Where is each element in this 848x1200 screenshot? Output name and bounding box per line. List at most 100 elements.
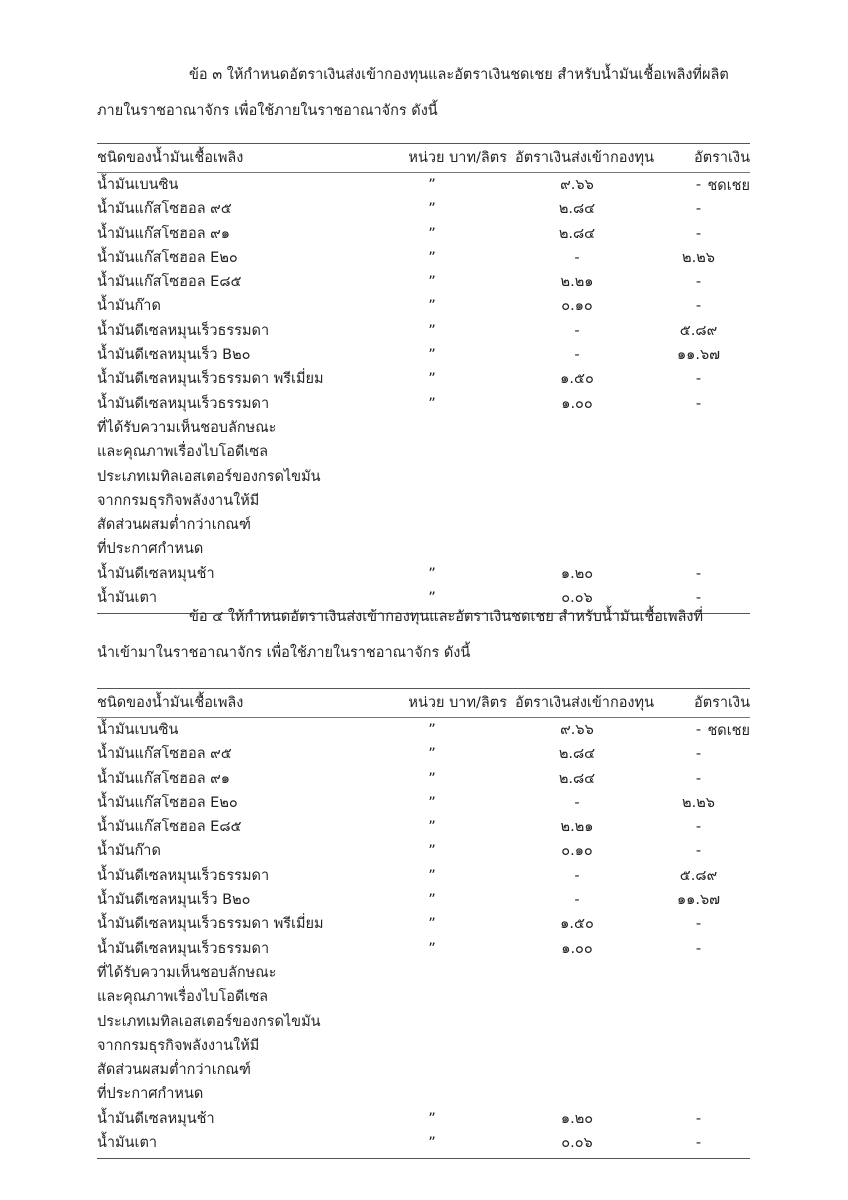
fuel-name: น้ำมันดีเซลหมุนเร็วธรรมดา พรีเมี่ยม [97,371,324,388]
compensation-rate: - [695,722,702,738]
unit-ditto: ” [428,177,436,193]
compensation-rate: - [695,590,702,607]
unit-ditto: ” [428,916,436,933]
fuel-name: น้ำมันดีเซลหมุนช้า [97,1110,215,1127]
compensation-rate: - [695,298,702,315]
fund-rate: ๙.๖๖ [560,722,594,738]
fuel-rate-table-imported: ชนิดของน้ำมันเชื้อเพลิง หน่วย บาท/ลิตร อัต… [97,688,750,1160]
fuel-name: น้ำมันก๊าด [97,298,161,315]
unit-ditto: ” [428,940,436,957]
unit-ditto: ” [428,1110,436,1127]
table-row: น้ำมันดีเซลหมุนเร็วธรรมดา ” ๑.๐๐ - [97,392,750,416]
fuel-name: น้ำมันเตา [97,590,158,607]
fuel-name: น้ำมันแก๊สโซฮอล E๒๐ [97,249,238,266]
header-compensation-rate: อัตราเงินชดเชย [693,150,750,194]
compensation-rate: - [695,371,702,388]
fuel-name: น้ำมันแก๊สโซฮอล ๙๕ [97,201,232,218]
compensation-rate: - [695,843,702,860]
table-row: น้ำมันเตา ” ๐.๐๖ - [97,586,750,610]
table-row-continuation: ที่ประกาศกำหนด [97,537,750,561]
unit-ditto: ” [428,298,436,315]
compensation-rate: - [695,225,702,242]
fuel-name: น้ำมันเบนซิน [97,722,179,738]
compensation-rate: - [695,1110,702,1127]
header-unit: หน่วย บาท/ลิตร [408,695,507,711]
fund-rate: ๒.๒๑ [560,819,594,836]
fund-rate: - [574,347,580,364]
unit-ditto: ” [428,249,436,266]
unit-ditto: ” [428,722,436,738]
unit-ditto: ” [428,746,436,763]
compensation-rate: ๕.๘๙ [679,322,718,339]
fuel-name: น้ำมันแก๊สโซฮอล ๙๑ [97,225,231,242]
table-row-continuation: จากกรมธุรกิจพลังงานให้มี [97,1034,750,1058]
fuel-name-continuation: ที่ได้รับความเห็นชอบลักษณะ [97,419,277,436]
table-header: ชนิดของน้ำมันเชื้อเพลิง หน่วย บาท/ลิตร อัต… [97,689,750,739]
fund-rate: ๑.๕๐ [560,371,594,388]
fund-rate: ๐.๑๐ [561,843,593,860]
unit-ditto: ” [428,590,436,607]
compensation-rate: - [695,177,702,193]
fund-rate: ๒.๘๔ [558,201,596,218]
fund-rate: - [574,892,580,909]
fuel-name-continuation: สัดส่วนผสมต่ำกว่าเกณฑ์ [97,517,251,534]
fuel-name: น้ำมันเบนซิน [97,177,179,193]
unit-ditto: ” [428,843,436,860]
table-row: น้ำมันแก๊สโซฮอล ๙๑ ” ๒.๘๔ - [97,767,750,791]
compensation-rate: - [695,746,702,763]
table-row: น้ำมันแก๊สโซฮอล ๙๕ ” ๒.๘๔ - [97,742,750,766]
fuel-name: น้ำมันดีเซลหมุนช้า [97,565,215,582]
header-fund-rate: อัตราเงินส่งเข้ากองทุน [515,695,654,711]
fuel-name-continuation: สัดส่วนผสมต่ำกว่าเกณฑ์ [97,1062,251,1079]
clause-4-line1: ข้อ ๔ ให้กำหนดอัตราเงินส่งเข้ากองทุนและอ… [189,609,704,625]
fuel-name-continuation: ที่ได้รับความเห็นชอบลักษณะ [97,964,277,981]
unit-ditto: ” [428,770,436,787]
compensation-rate: ๑๑.๖๗ [676,892,721,909]
unit-ditto: ” [428,225,436,242]
table-row: น้ำมันดีเซลหมุนช้า ” ๑.๒๐ - [97,1107,750,1131]
header-unit: หน่วย บาท/ลิตร [408,150,507,166]
fuel-name: น้ำมันก๊าด [97,843,161,860]
unit-ditto: ” [428,201,436,218]
table-row-continuation: จากกรมธุรกิจพลังงานให้มี [97,489,750,513]
fuel-name: น้ำมันแก๊สโซฮอล E๘๕ [97,274,242,291]
table-row-continuation: ที่ประกาศกำหนด [97,1082,750,1106]
unit-ditto: ” [428,274,436,291]
fund-rate: ๑.๐๐ [561,940,593,957]
fuel-name-continuation: จากกรมธุรกิจพลังงานให้มี [97,492,260,509]
fuel-name: น้ำมันแก๊สโซฮอล E๘๕ [97,819,242,836]
table-top-rule [97,688,750,689]
fund-rate: ๙.๖๖ [560,177,594,193]
table-row: น้ำมันแก๊สโซฮอล ๙๑ ” ๒.๘๔ - [97,222,750,246]
table-row: น้ำมันเบนซิน ” ๙.๖๖ - [97,173,750,197]
fuel-name: น้ำมันเตา [97,1135,158,1152]
table-row-continuation: ที่ได้รับความเห็นชอบลักษณะ [97,416,750,440]
table-row: น้ำมันดีเซลหมุนเร็วธรรมดา ” ๑.๐๐ - [97,937,750,961]
fuel-name-continuation: และคุณภาพเรื่องไบโอดีเซล [97,444,269,461]
fuel-name-continuation: ที่ประกาศกำหนด [97,541,204,558]
fuel-name: น้ำมันดีเซลหมุนเร็วธรรมดา พรีเมี่ยม [97,916,324,933]
unit-ditto: ” [428,322,436,339]
fuel-name: น้ำมันแก๊สโซฮอล E๒๐ [97,794,238,811]
fuel-name: น้ำมันดีเซลหมุนเร็วธรรมดา [97,395,270,412]
table-row-continuation: สัดส่วนผสมต่ำกว่าเกณฑ์ [97,1058,750,1082]
table-row: น้ำมันดีเซลหมุนเร็ว B๒๐ ” - ๑๑.๖๗ [97,888,750,912]
fund-rate: - [574,322,580,339]
fund-rate: ๑.๕๐ [560,916,594,933]
table-row: น้ำมันก๊าด ” ๐.๑๐ - [97,839,750,863]
unit-ditto: ” [428,395,436,412]
table-bottom-rule [97,613,750,615]
clause-4-line2: นำเข้ามาในราชอาณาจักร เพื่อใช้ภายในราชอา… [97,645,471,661]
fuel-name: น้ำมันแก๊สโซฮอล ๙๑ [97,770,231,787]
fuel-name: น้ำมันดีเซลหมุนเร็ว B๒๐ [97,892,251,909]
unit-ditto: ” [428,819,436,836]
fund-rate: ๐.๐๖ [561,590,593,607]
table-row-continuation: ประเภทเมทิลเอสเตอร์ของกรดไขมัน [97,465,750,489]
fund-rate: - [574,249,580,266]
table-row: น้ำมันแก๊สโซฮอล E๒๐ ” - ๒.๒๖ [97,791,750,815]
compensation-rate: - [695,395,702,412]
clause-3-line2: ภายในราชอาณาจักร เพื่อใช้ภายในราชอาณาจัก… [97,103,438,119]
fund-rate: ๑.๒๐ [560,565,594,582]
compensation-rate: ๕.๘๙ [679,867,718,884]
compensation-rate: - [695,940,702,957]
